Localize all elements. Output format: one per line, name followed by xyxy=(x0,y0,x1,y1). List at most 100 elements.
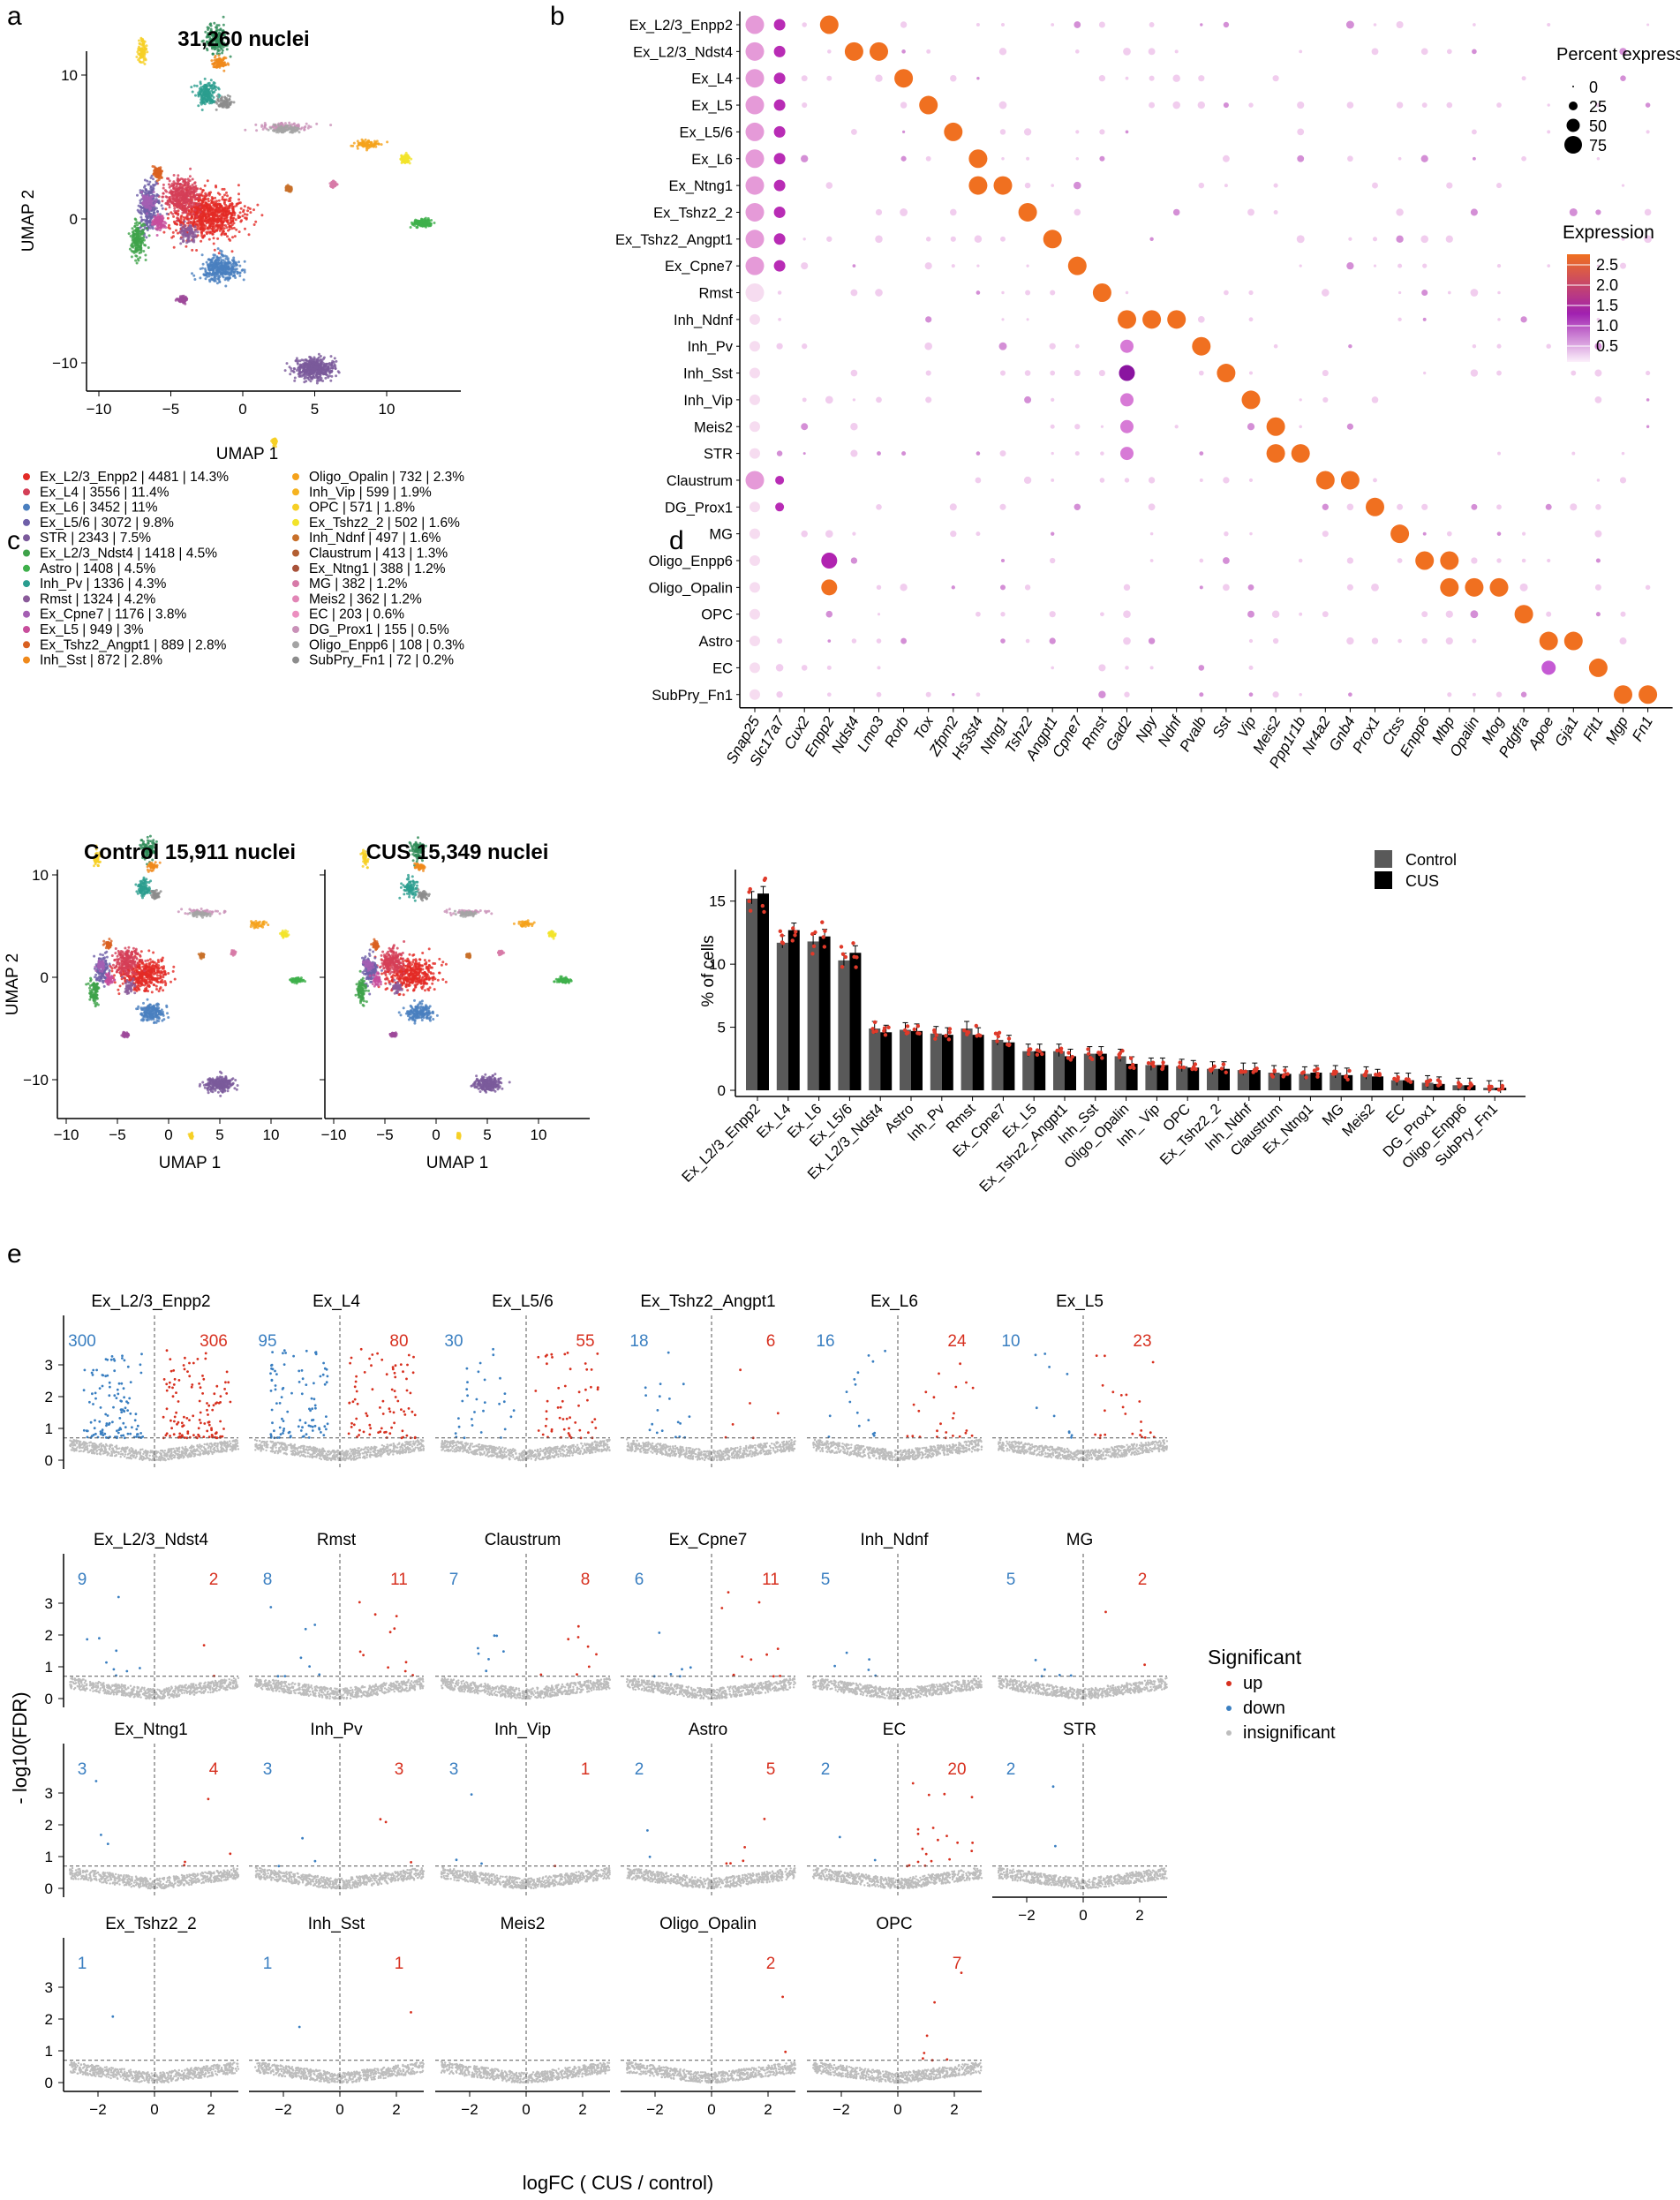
bar-control xyxy=(1207,1068,1218,1090)
insig-point xyxy=(408,1441,411,1443)
insig-point xyxy=(75,1441,79,1443)
up-point xyxy=(561,1418,565,1420)
dotplot-dot xyxy=(998,48,1007,56)
down-point xyxy=(120,1399,124,1403)
insig-point xyxy=(736,1446,739,1450)
insig-point xyxy=(229,1440,231,1443)
up-point xyxy=(569,1416,571,1420)
down-point xyxy=(509,1415,513,1419)
bar-replicate-dot xyxy=(791,926,795,930)
insig-point xyxy=(132,1448,134,1450)
panel-c-title: Control 15,911 nuclei xyxy=(84,840,296,864)
dotplot-dot xyxy=(976,531,981,537)
dotplot-dot xyxy=(1541,660,1556,675)
insig-point xyxy=(511,1453,515,1457)
insig-point xyxy=(483,1450,486,1453)
insig-point xyxy=(336,1457,340,1460)
insig-point xyxy=(448,1441,452,1443)
dotplot-dot xyxy=(976,692,981,697)
down-point xyxy=(482,1409,485,1413)
insig-point xyxy=(154,1454,156,1458)
legend-swatch xyxy=(292,641,299,649)
down-point xyxy=(123,1436,126,1440)
legend-swatch xyxy=(292,473,299,480)
bar-replicate-dot xyxy=(1315,1074,1320,1079)
insig-point xyxy=(501,1457,504,1460)
bar-replicate-dot xyxy=(1055,1048,1059,1053)
down-point xyxy=(94,1419,96,1422)
insig-point xyxy=(497,1455,501,1458)
up-point xyxy=(172,1433,176,1436)
up-point xyxy=(212,1404,215,1407)
dotplot-dot xyxy=(1621,451,1625,456)
dotplot-dot xyxy=(825,182,833,189)
up-point xyxy=(215,1431,218,1435)
insig-point xyxy=(925,1450,928,1453)
dotplot-dot xyxy=(1149,75,1155,81)
dotplot-dot xyxy=(1472,343,1477,349)
insig-point xyxy=(835,1450,838,1453)
insig-point xyxy=(302,1444,305,1448)
insig-point xyxy=(119,1453,123,1456)
insig-point xyxy=(900,1449,902,1452)
insig-point xyxy=(208,1445,211,1448)
insig-point xyxy=(938,1451,940,1455)
insig-point xyxy=(291,1445,295,1448)
insig-point xyxy=(422,1449,425,1451)
insig-point xyxy=(475,1449,478,1451)
dotplot-dot xyxy=(1645,584,1651,591)
insig-point xyxy=(138,1450,140,1454)
dotplot-dot xyxy=(950,208,957,216)
insig-point xyxy=(375,1453,379,1456)
insig-point xyxy=(271,1447,274,1450)
insig-point xyxy=(414,1446,417,1449)
insig-point xyxy=(509,1458,511,1461)
insig-point xyxy=(894,1453,897,1456)
bar-replicate-dot xyxy=(1160,1066,1164,1072)
bar-replicate-dot xyxy=(840,952,846,957)
insig-point xyxy=(120,1448,124,1451)
bar-replicate-dot xyxy=(1118,1051,1122,1056)
insig-point xyxy=(834,1443,837,1445)
insig-point xyxy=(635,1444,637,1447)
up-point xyxy=(358,1428,361,1432)
bar-replicate-dot xyxy=(1035,1048,1040,1052)
insig-point xyxy=(99,1453,102,1456)
insig-point xyxy=(885,1458,887,1461)
bar-cus xyxy=(1156,1065,1169,1090)
insig-point xyxy=(271,1450,274,1452)
insig-point xyxy=(957,1450,960,1453)
up-point xyxy=(569,1367,572,1371)
dotplot-dot xyxy=(1496,558,1502,563)
bar-replicate-dot xyxy=(915,1024,921,1028)
dotplot-dot xyxy=(825,530,833,538)
insig-point xyxy=(671,1454,674,1457)
dotplot-dot xyxy=(1051,666,1055,670)
bar-cus xyxy=(911,1030,923,1090)
insig-point xyxy=(754,1446,757,1450)
dotplot-dot xyxy=(1322,369,1329,377)
bar-control xyxy=(1330,1073,1342,1090)
down-point xyxy=(311,1407,314,1411)
bar-replicate-dot xyxy=(1283,1068,1287,1073)
down-point xyxy=(83,1368,87,1372)
insig-point xyxy=(443,1442,446,1444)
insig-point xyxy=(878,1451,880,1454)
dotplot-dot xyxy=(1001,157,1005,161)
up-point xyxy=(393,1421,396,1425)
bar-category-label: EC xyxy=(1383,1101,1409,1126)
bar-control xyxy=(1114,1056,1126,1090)
dotplot-dot xyxy=(1197,316,1205,323)
dotplot-dot xyxy=(1123,584,1131,591)
insig-point xyxy=(419,1448,423,1451)
dotplot-dot xyxy=(999,450,1006,457)
down-point xyxy=(120,1434,123,1437)
up-point xyxy=(176,1422,178,1426)
up-point xyxy=(401,1429,404,1433)
up-point xyxy=(731,1423,735,1426)
down-point xyxy=(845,1390,848,1393)
up-point xyxy=(939,1422,942,1426)
insig-point xyxy=(915,1454,919,1458)
down-point xyxy=(118,1427,122,1430)
insig-point xyxy=(908,1450,911,1453)
